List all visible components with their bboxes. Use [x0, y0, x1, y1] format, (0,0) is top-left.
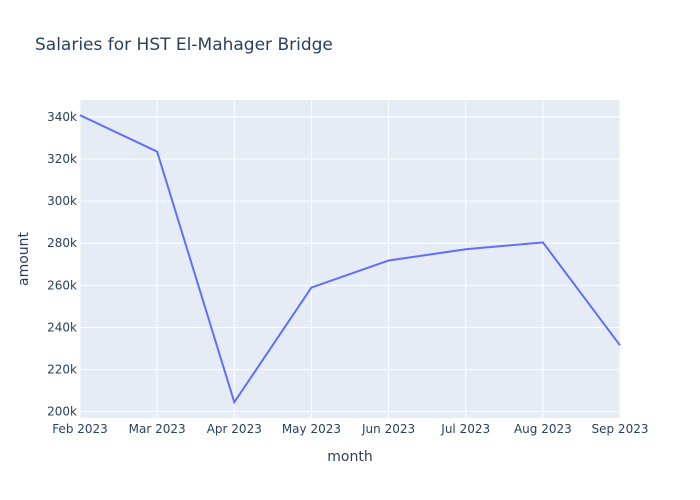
plot-background [80, 100, 620, 418]
y-tick-label: 300k [47, 194, 77, 208]
y-axis-ticks: 200k 220k 240k 260k 280k 300k 320k 340k [47, 110, 77, 419]
x-tick-label: Sep 2023 [592, 422, 649, 436]
y-tick-label: 340k [47, 110, 77, 124]
y-tick-label: 200k [47, 405, 77, 419]
x-tick-label: Mar 2023 [129, 422, 186, 436]
y-tick-label: 260k [47, 278, 77, 292]
x-tick-label: Jun 2023 [361, 422, 415, 436]
y-tick-label: 280k [47, 236, 77, 250]
x-axis-ticks: Feb 2023 Mar 2023 Apr 2023 May 2023 Jun 2023… [52, 422, 648, 436]
chart-title: Salaries for HST El-Mahager Bridge [35, 35, 333, 55]
y-tick-label: 220k [47, 363, 77, 377]
y-tick-label: 320k [47, 152, 77, 166]
x-tick-label: May 2023 [282, 422, 341, 436]
y-axis-title: amount [16, 231, 32, 286]
y-tick-label: 240k [47, 320, 77, 334]
x-tick-label: Aug 2023 [514, 422, 572, 436]
x-tick-label: Feb 2023 [52, 422, 108, 436]
x-tick-label: Apr 2023 [207, 422, 262, 436]
series-line [79, 114, 621, 405]
x-axis-title: month [327, 449, 372, 465]
x-tick-label: Jul 2023 [440, 422, 490, 436]
